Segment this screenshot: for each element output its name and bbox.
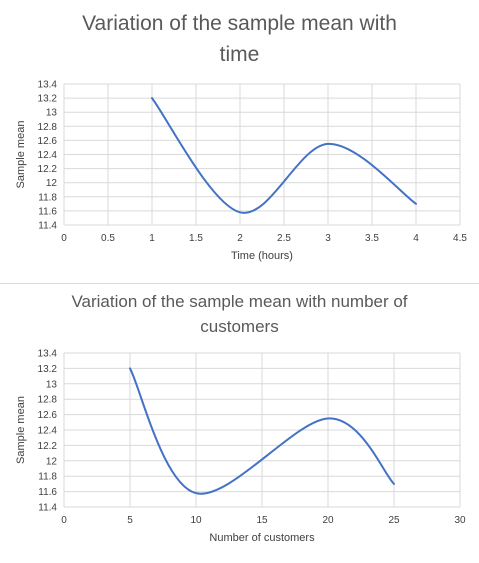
y-tick-label: 11.6 <box>38 487 57 498</box>
chart-title: Variation of the sample mean with number… <box>0 289 479 339</box>
x-tick-label: 25 <box>388 515 400 526</box>
x-tick-label: 15 <box>256 515 268 526</box>
chart-divider <box>0 283 479 284</box>
x-tick-label: 0 <box>61 233 67 244</box>
y-tick-label: 13 <box>46 379 58 390</box>
x-tick-label: 3 <box>325 233 331 244</box>
y-tick-label: 13.2 <box>38 364 58 375</box>
x-tick-label: 5 <box>127 515 133 526</box>
x-tick-label: 2.5 <box>277 233 291 244</box>
y-tick-label: 13 <box>46 108 58 119</box>
y-axis-label: Sample mean <box>15 396 27 464</box>
y-axis-label: Sample mean <box>15 121 27 189</box>
chart-title-line-1: Variation of the sample mean with <box>82 12 397 35</box>
chart-title-line-1: Variation of the sample mean with number… <box>71 292 408 311</box>
y-tick-label: 12.2 <box>38 164 58 175</box>
y-tick-label: 11.4 <box>38 503 57 514</box>
x-tick-label: 10 <box>190 515 202 526</box>
chart-plot-area: 11.4 11.6 11.8 12 12.2 12.4 12.6 12.8 13 13.2 13.4… <box>15 349 466 545</box>
chart-title-line-2: customers <box>200 317 279 336</box>
y-tick-label: 12.8 <box>38 395 58 406</box>
y-tick-label: 11.4 <box>38 221 57 232</box>
y-tick-label: 12.4 <box>38 426 58 437</box>
x-axis-label: Number of customers <box>209 532 315 544</box>
y-tick-label: 13.4 <box>38 349 58 360</box>
y-tick-label: 12.6 <box>38 410 58 421</box>
y-tick-label: 12 <box>46 456 58 467</box>
x-tick-label: 30 <box>454 515 466 526</box>
chart-title-line-2: time <box>219 43 260 66</box>
y-tick-label: 12 <box>46 178 58 189</box>
y-tick-label: 12.6 <box>38 136 58 147</box>
series-line <box>129 367 395 495</box>
y-tick-label: 11.6 <box>38 206 57 217</box>
y-tick-label: 12.8 <box>38 122 58 133</box>
series-line <box>151 97 417 214</box>
chart-customers: Variation of the sample mean with number… <box>0 286 479 563</box>
y-tick-label: 13.2 <box>38 94 58 105</box>
y-tick-label: 12.4 <box>38 150 58 161</box>
y-tick-label: 11.8 <box>38 192 57 203</box>
y-tick-label: 11.8 <box>38 472 57 483</box>
x-tick-label: 0 <box>61 515 67 526</box>
chart-plot-area: 11.411.611.81212.212.412.612.81313.213.4… <box>15 80 467 263</box>
x-axis-label: Time (hours) <box>231 250 293 262</box>
chart-title: Variation of the sample mean with time <box>0 8 479 70</box>
x-tick-label: 3.5 <box>365 233 379 244</box>
x-tick-label: 4 <box>413 233 419 244</box>
x-tick-label: 20 <box>322 515 334 526</box>
x-tick-label: 1.5 <box>189 233 203 244</box>
x-tick-label: 4.5 <box>453 233 467 244</box>
y-tick-label: 12.2 <box>38 441 58 452</box>
x-tick-label: 0.5 <box>101 233 115 244</box>
x-tick-label: 1 <box>149 233 155 244</box>
chart-time: Variation of the sample mean with time 1… <box>0 8 479 263</box>
x-tick-label: 2 <box>237 233 243 244</box>
y-tick-label: 13.4 <box>38 80 58 91</box>
